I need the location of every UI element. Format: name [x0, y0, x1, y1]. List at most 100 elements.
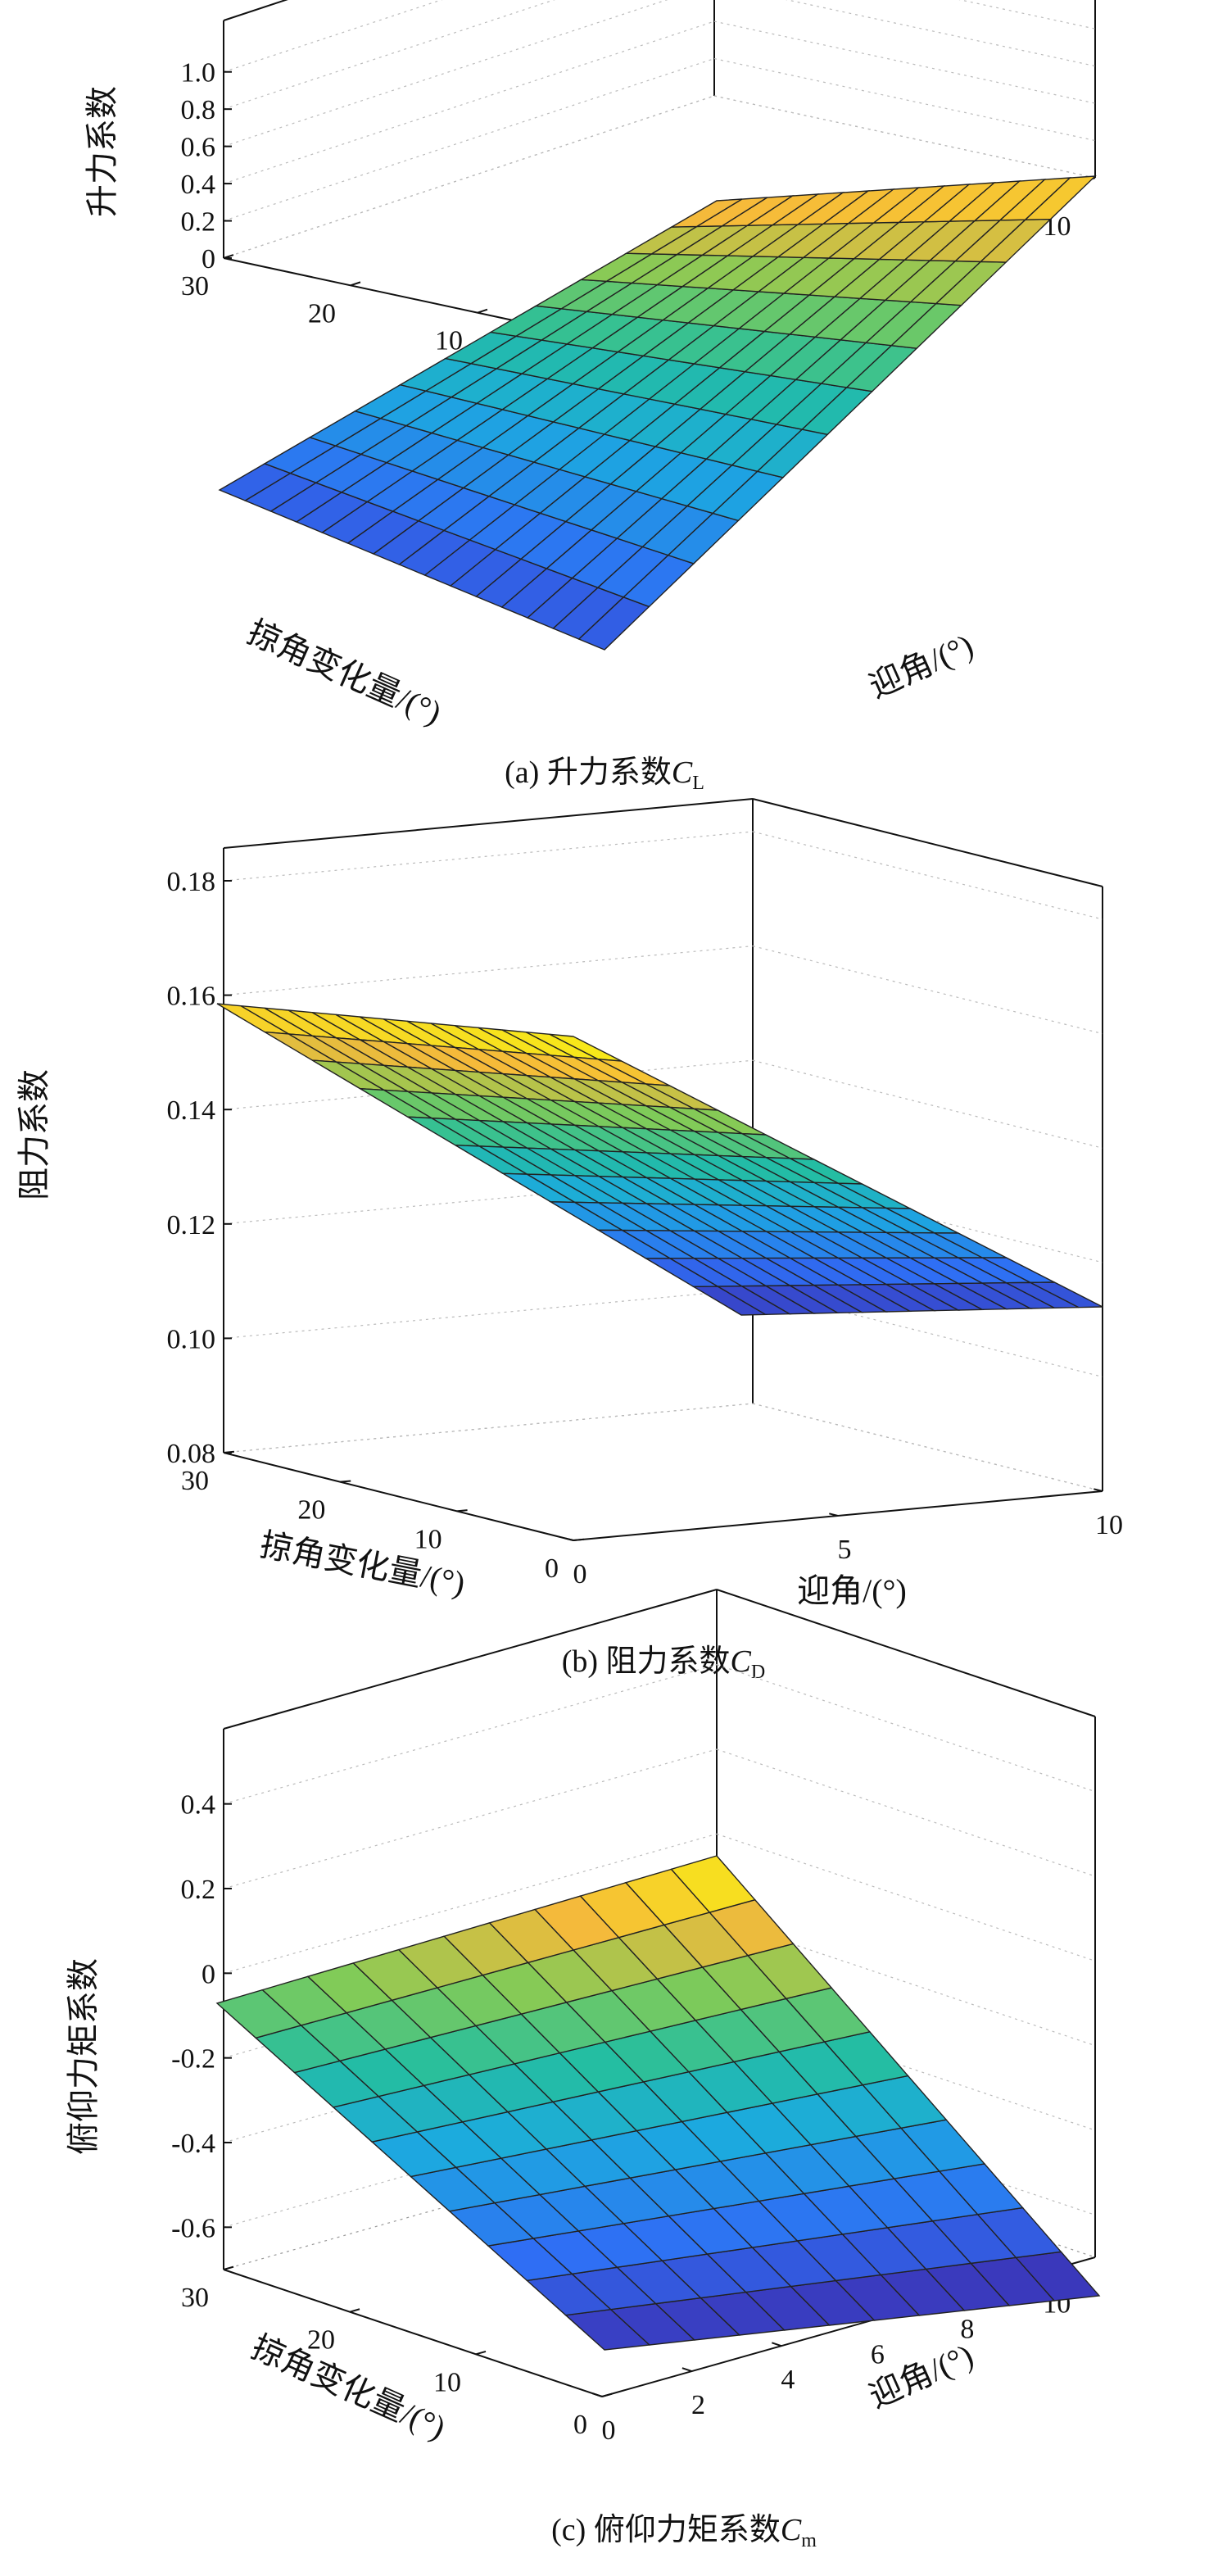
z-gridline [716, 1748, 1096, 1877]
x-tick-label: 30 [181, 271, 209, 302]
y-tick-label: 8 [960, 2314, 974, 2344]
z-gridline [752, 946, 1103, 1035]
z-tick-label: 0.8 [181, 95, 216, 125]
x-tick-label: 10 [414, 1524, 442, 1554]
y-axis-label: 迎角/(°) [797, 1572, 907, 1609]
y-tick-label: 0 [573, 1559, 587, 1590]
panel-pitching-moment-coefficient: -0.6-0.4-0.200.20.401020300246810俯仰力矩系数掠… [65, 1589, 1101, 2551]
caption-subscript: m [801, 2530, 817, 2551]
z-gridline [223, 1748, 718, 1889]
z-tick-label: 0.4 [181, 1790, 216, 1821]
surface-patch [669, 198, 743, 228]
wall-edge [223, 0, 288, 21]
wall-edge [716, 1589, 1096, 1717]
x-tick [475, 2350, 487, 2356]
x-tick-label: 0 [573, 2410, 587, 2440]
surface-mesh [218, 175, 1097, 651]
caption-text: (a) 升力系数 [505, 755, 672, 790]
y-tick [681, 2367, 692, 2373]
wall-edge [223, 798, 754, 849]
surface-patch [691, 1286, 768, 1316]
caption-symbol: C [781, 2513, 802, 2547]
z-tick-label: 0.14 [167, 1095, 216, 1126]
wall-edge [752, 798, 1103, 887]
x-tick [349, 2308, 360, 2313]
z-gridline [958, 0, 1096, 29]
x-axis-line [223, 1452, 574, 1541]
z-gridline [223, 1288, 754, 1339]
z-gridline [223, 831, 754, 882]
panel-lift-coefficient: 00.20.40.60.81.001020300246810升力系数掠角变化量/… [84, 0, 1097, 794]
z-tick-label: 0.4 [181, 170, 216, 200]
z-gridline [223, 0, 668, 147]
z-tick-label: 0.16 [167, 982, 216, 1012]
z-gridline [223, 0, 443, 73]
z-gridline [713, 57, 1096, 142]
z-gridline [223, 946, 754, 996]
caption-symbol: C [672, 755, 693, 790]
x-axis-label: 掠角变化量/(°) [242, 614, 446, 732]
z-gridline [223, 1664, 718, 1805]
x-tick-label: 30 [181, 2283, 209, 2313]
z-tick-label: 0 [202, 244, 215, 274]
z-axis-label: 升力系数 [84, 86, 120, 217]
z-tick-label: 0.6 [181, 133, 216, 163]
z-gridline [713, 95, 1096, 179]
x-tick [477, 308, 488, 314]
y-tick-label: 5 [838, 1535, 852, 1565]
z-gridline [223, 0, 555, 110]
y-axis-line [573, 1490, 1103, 1541]
z-gridline [223, 1403, 754, 1454]
z-axis-label: 阻力系数 [16, 1069, 52, 1200]
z-tick-label: 0.2 [181, 1875, 216, 1905]
y-axis-label: 迎角/(°) [863, 627, 978, 705]
x-tick [350, 281, 361, 287]
x-tick-label: 20 [297, 1495, 325, 1526]
z-tick-label: 0 [202, 1959, 215, 1989]
x-tick-label: 10 [433, 2367, 461, 2397]
floor-back-edge [713, 95, 1096, 179]
z-tick-label: -0.2 [171, 2044, 215, 2075]
surface-patch [670, 1855, 756, 1913]
x-tick-label: 30 [181, 1466, 209, 1496]
z-gridline [223, 1833, 718, 1974]
z-gridline [786, 0, 1096, 67]
z-tick-label: 0.10 [167, 1324, 216, 1354]
x-tick-label: 0 [545, 1553, 559, 1584]
z-gridline [752, 831, 1103, 920]
x-tick [223, 254, 234, 259]
z-gridline [752, 1403, 1103, 1492]
y-tick-label: 10 [1095, 1510, 1123, 1540]
caption-text: (b) 阻力系数 [562, 1644, 731, 1679]
panel-caption: (a) 升力系数CL [505, 755, 704, 794]
caption-subscript: D [751, 1662, 765, 1683]
z-gridline [223, 57, 715, 222]
x-tick-label: 20 [307, 2325, 335, 2356]
x-tick-label: 20 [308, 298, 336, 329]
z-tick-label: -0.6 [171, 2213, 215, 2243]
panel-caption: (b) 阻力系数CD [562, 1644, 766, 1683]
z-gridline [713, 20, 1096, 104]
caption-symbol: C [731, 1644, 752, 1679]
x-axis-label: 掠角变化量/(°) [246, 2329, 451, 2447]
x-tick [223, 2265, 234, 2270]
panel-drag-coefficient: 0.080.100.120.140.160.1801020300510阻力系数掠… [16, 798, 1123, 1683]
x-axis-line [223, 2269, 603, 2397]
z-tick-label: -0.4 [171, 2129, 215, 2159]
surface-mesh [215, 1855, 1101, 2351]
surface-mesh [216, 1003, 1103, 1316]
y-tick-label: 6 [871, 2339, 885, 2370]
z-tick-label: 0.08 [167, 1439, 216, 1469]
y-tick-label: 2 [691, 2390, 705, 2420]
caption-subscript: L [692, 773, 704, 794]
z-tick-label: 1.0 [181, 58, 216, 88]
z-gridline [716, 1833, 1096, 1961]
wall-edge [223, 1589, 718, 1730]
caption-text: (c) 俯仰力矩系数 [551, 2513, 781, 2547]
z-gridline [223, 20, 715, 184]
z-tick-label: 0.2 [181, 207, 216, 238]
z-gridline [716, 1664, 1096, 1793]
z-gridline [752, 1059, 1103, 1149]
z-axis-label: 俯仰力矩系数 [65, 1958, 102, 2155]
